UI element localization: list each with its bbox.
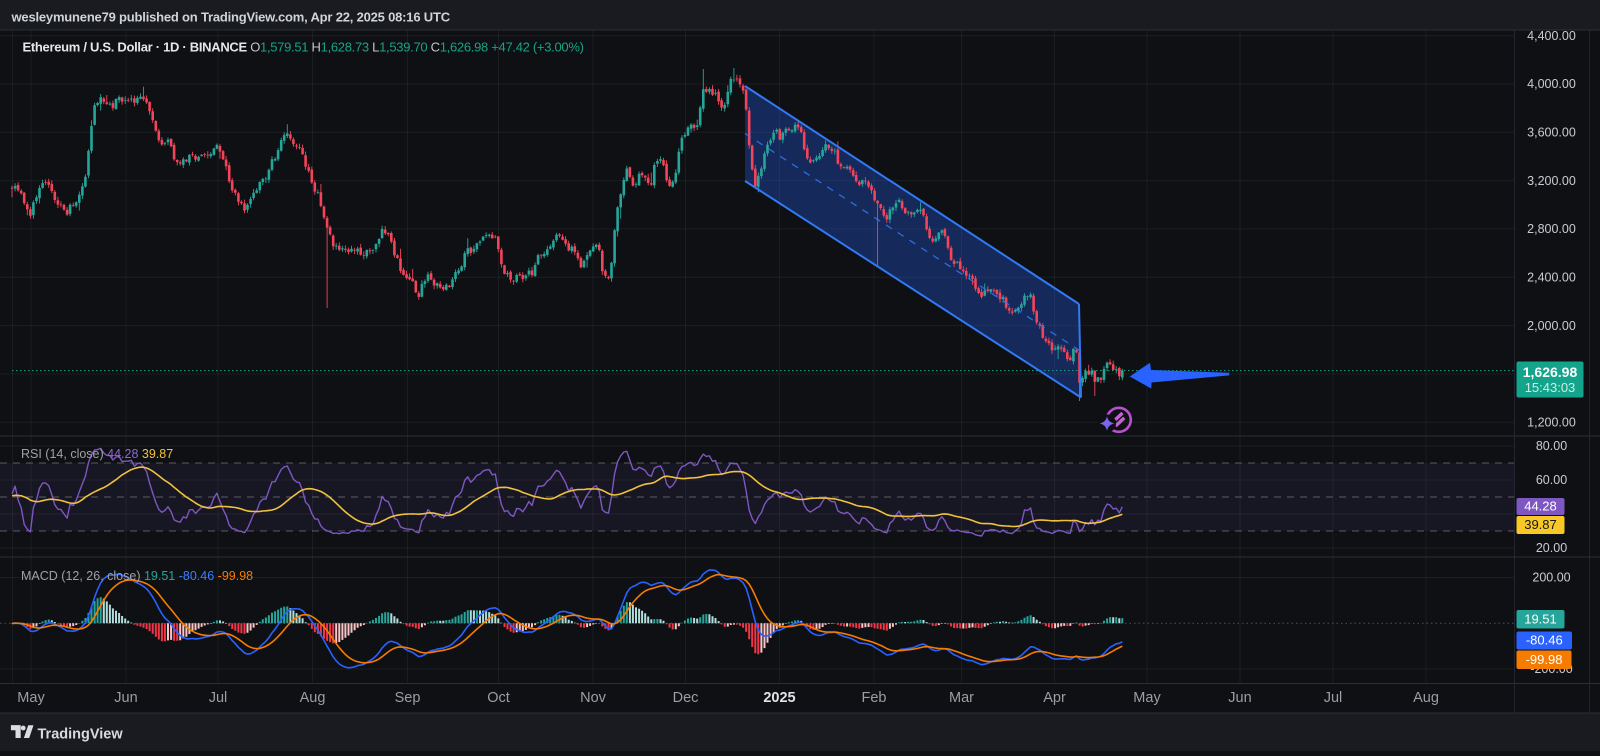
svg-text:TradingView: TradingView — [38, 727, 124, 743]
svg-text:Mar: Mar — [949, 690, 974, 706]
svg-text:Apr: Apr — [1043, 690, 1066, 706]
svg-text:-99.98: -99.98 — [1526, 652, 1563, 667]
svg-text:1,200.00: 1,200.00 — [1527, 415, 1576, 429]
svg-text:3,200.00: 3,200.00 — [1527, 174, 1576, 188]
svg-text:Nov: Nov — [580, 690, 607, 706]
svg-text:39.87: 39.87 — [1524, 517, 1557, 532]
svg-text:20.00: 20.00 — [1536, 541, 1567, 555]
svg-text:2,000.00: 2,000.00 — [1527, 319, 1576, 333]
svg-text:4,000.00: 4,000.00 — [1527, 77, 1576, 91]
svg-text:Jul: Jul — [209, 690, 228, 706]
svg-text:-80.46: -80.46 — [1526, 633, 1563, 648]
svg-text:Aug: Aug — [1413, 690, 1439, 706]
svg-text:15:43:03: 15:43:03 — [1525, 380, 1576, 395]
svg-text:3,600.00: 3,600.00 — [1527, 126, 1576, 140]
svg-text:60.00: 60.00 — [1536, 473, 1567, 487]
svg-text:May: May — [1133, 690, 1161, 706]
svg-text:80.00: 80.00 — [1536, 439, 1567, 453]
svg-text:Dec: Dec — [673, 690, 699, 706]
svg-text:4,400.00: 4,400.00 — [1527, 29, 1576, 43]
svg-text:May: May — [17, 690, 45, 706]
svg-text:Jul: Jul — [1324, 690, 1343, 706]
svg-text:44.28: 44.28 — [1524, 499, 1557, 514]
svg-text:2025: 2025 — [763, 690, 795, 706]
svg-text:Feb: Feb — [862, 690, 887, 706]
svg-text:2,800.00: 2,800.00 — [1527, 222, 1576, 236]
svg-text:Jun: Jun — [114, 690, 137, 706]
svg-text:RSI (14, close) 44.28 39.87: RSI (14, close) 44.28 39.87 — [21, 447, 173, 461]
svg-text:Ethereum / U.S. Dollar · 1D ·: Ethereum / U.S. Dollar · 1D · BINANCE O1… — [23, 40, 584, 55]
svg-text:Sep: Sep — [395, 690, 421, 706]
svg-text:Jun: Jun — [1228, 690, 1251, 706]
svg-text:wesleymunene79 published on Tr: wesleymunene79 published on TradingView.… — [11, 10, 451, 25]
svg-text:Aug: Aug — [300, 690, 326, 706]
svg-text:200.00: 200.00 — [1532, 571, 1570, 585]
svg-text:19.51: 19.51 — [1524, 611, 1557, 626]
svg-text:MACD (12, 26, close) 19.51 -8: MACD (12, 26, close) 19.51 -80.46 -99.98 — [21, 569, 253, 583]
svg-text:Oct: Oct — [487, 690, 510, 706]
svg-text:2,400.00: 2,400.00 — [1527, 271, 1576, 285]
svg-text:1,626.98: 1,626.98 — [1523, 364, 1578, 380]
